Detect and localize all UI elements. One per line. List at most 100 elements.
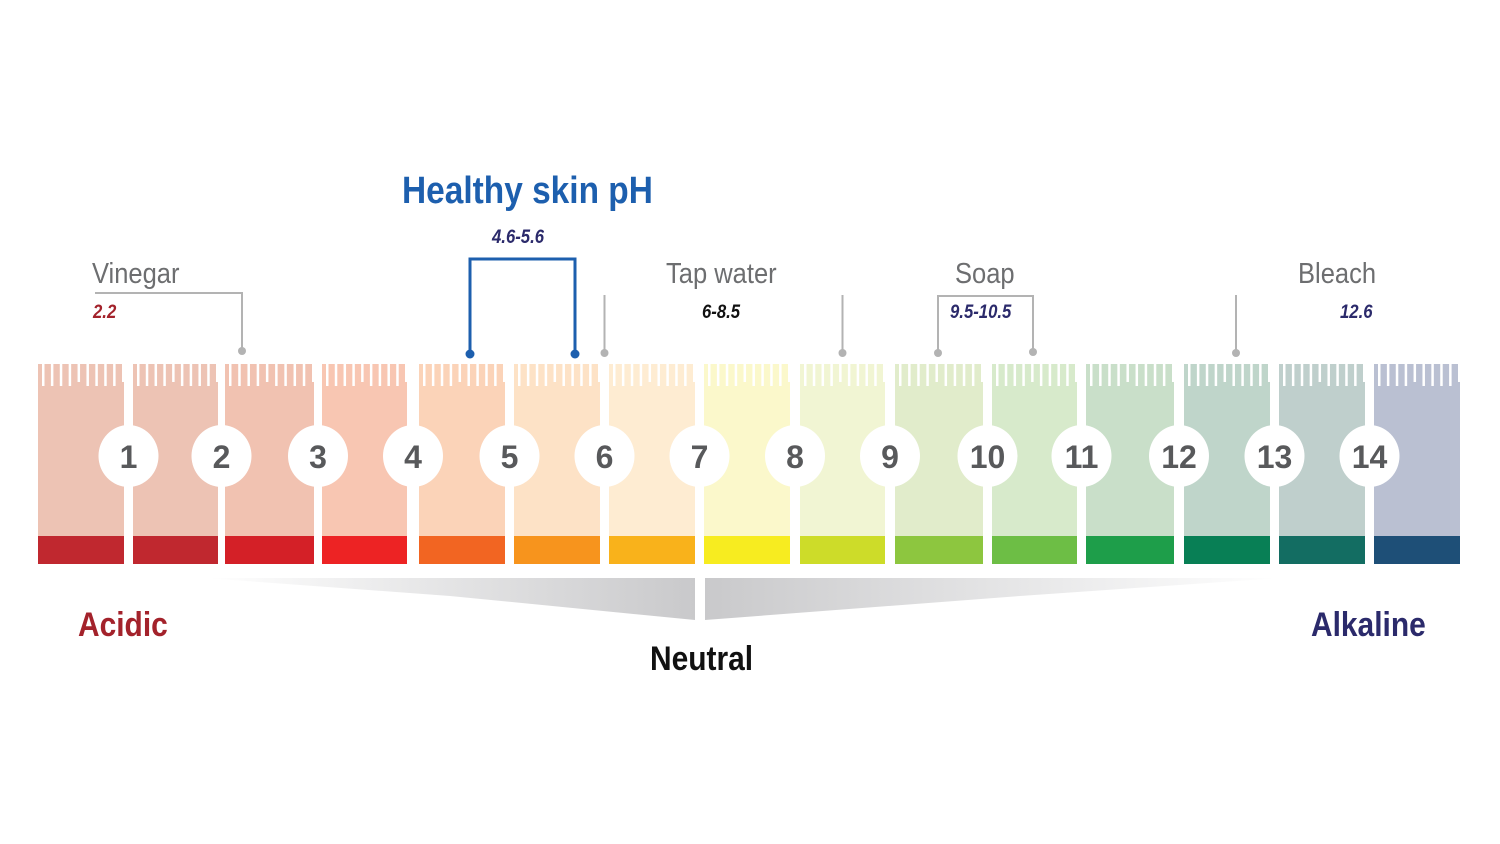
scale-segment-dark — [1086, 536, 1174, 564]
ruler-tick — [1117, 364, 1120, 386]
alkaline-wedge — [705, 578, 1280, 620]
ruler-tick — [953, 364, 957, 386]
ruler-tick — [1422, 364, 1425, 386]
scale-segment-dark — [895, 536, 983, 564]
ruler-tick — [883, 364, 886, 382]
ruler-tick — [216, 364, 219, 382]
scale-number: 4 — [404, 439, 422, 475]
ruler-tick — [1004, 364, 1008, 386]
ruler-tick — [684, 364, 687, 386]
ruler-tick — [449, 364, 453, 386]
bleach-value: 12.6 — [1340, 302, 1373, 323]
ruler-tick — [312, 364, 315, 382]
ruler-tick — [145, 364, 149, 386]
scale-number-circle — [98, 425, 159, 487]
scale-segment-dark — [992, 536, 1077, 564]
ruler-tick — [458, 364, 462, 382]
ruler-tick — [675, 364, 678, 386]
ruler-tick — [265, 364, 269, 382]
scale-number: 5 — [501, 439, 519, 475]
tap-water-end-dot — [838, 349, 847, 357]
scale-number: 3 — [309, 439, 327, 475]
ruler-tick — [1135, 364, 1139, 386]
ruler-tick — [476, 364, 479, 386]
ruler-tick — [326, 364, 329, 386]
ruler-tick — [1318, 364, 1322, 382]
ruler-tick — [1172, 364, 1175, 382]
ruler-tick — [621, 364, 625, 386]
ruler-tick — [908, 364, 911, 386]
ruler-tick — [1057, 364, 1060, 386]
scale-number-circle — [288, 425, 348, 487]
scale-number-circle — [1149, 425, 1209, 487]
ruler-tick — [284, 364, 287, 386]
ruler-tick — [1413, 364, 1417, 382]
ruler-tick — [59, 364, 63, 386]
ruler-tick — [378, 364, 382, 386]
ruler-tick — [580, 364, 583, 386]
ruler-tick — [1214, 364, 1218, 386]
ruler-tick — [1241, 364, 1244, 386]
scale-segment-dark — [225, 536, 314, 564]
scale-segment-dark — [514, 536, 600, 564]
ruler-tick — [247, 364, 250, 386]
ruler-tick — [788, 364, 791, 382]
ruler-tick — [779, 364, 782, 386]
ruler-tick — [535, 364, 539, 386]
ruler-tick — [553, 364, 557, 382]
scale-segment-dark — [1184, 536, 1270, 564]
scale-number: 14 — [1352, 439, 1388, 475]
ruler-tick — [77, 364, 81, 382]
ruler-tick — [113, 364, 116, 386]
healthy-range-label: 4.6-5.6 — [492, 227, 545, 248]
scale-segment-dark — [800, 536, 885, 564]
ruler-tick — [1232, 364, 1235, 386]
ruler-tick — [1458, 364, 1461, 382]
ruler-tick — [198, 364, 201, 386]
ruler-tick — [874, 364, 877, 386]
ruler-tick — [207, 364, 210, 386]
ruler-tick — [571, 364, 574, 386]
ruler-tick — [639, 364, 643, 386]
ruler-tick — [68, 364, 72, 386]
scale-segment-dark — [1279, 536, 1365, 564]
ruler-tick — [526, 364, 530, 386]
ruler-tick — [122, 364, 125, 382]
acidic-wedge — [205, 578, 695, 620]
ruler-tick — [657, 364, 660, 386]
ruler-tick — [847, 364, 851, 386]
ruler-tick — [1090, 364, 1093, 386]
ruler-tick — [1268, 364, 1271, 382]
scale-number: 1 — [120, 439, 138, 475]
ruler-tick — [1196, 364, 1200, 386]
ruler-tick — [1048, 364, 1052, 386]
ruler-tick — [1013, 364, 1017, 386]
ruler-tick — [1205, 364, 1209, 386]
ruler-tick — [229, 364, 232, 386]
scale-number-circle — [191, 425, 252, 487]
tap-water-value: 6-8.5 — [702, 302, 741, 323]
ruler-tick — [1188, 364, 1191, 386]
ruler-tick — [180, 364, 184, 386]
scale-segment-dark — [419, 536, 505, 564]
ruler-tick — [423, 364, 426, 386]
ruler-tick — [1108, 364, 1111, 386]
scale-number-circle — [1244, 425, 1305, 487]
scale-segment-dark — [322, 536, 407, 564]
ruler-tick — [935, 364, 938, 382]
healthy-skin-title: Healthy skin pH — [402, 170, 653, 212]
ruler-tick — [1336, 364, 1339, 386]
scale-number-circle — [957, 425, 1018, 487]
ruler-tick — [1099, 364, 1102, 386]
healthy-range-dot — [570, 349, 580, 359]
alkaline-label: Alkaline — [1311, 606, 1426, 644]
scale-number: 7 — [691, 439, 709, 475]
scale-segment-dark — [133, 536, 218, 564]
neutral-label: Neutral — [650, 640, 754, 678]
scale-number: 10 — [970, 439, 1006, 475]
ruler-tick — [839, 364, 842, 382]
ruler-tick — [256, 364, 260, 386]
ruler-tick — [154, 364, 158, 386]
ruler-tick — [42, 364, 45, 386]
